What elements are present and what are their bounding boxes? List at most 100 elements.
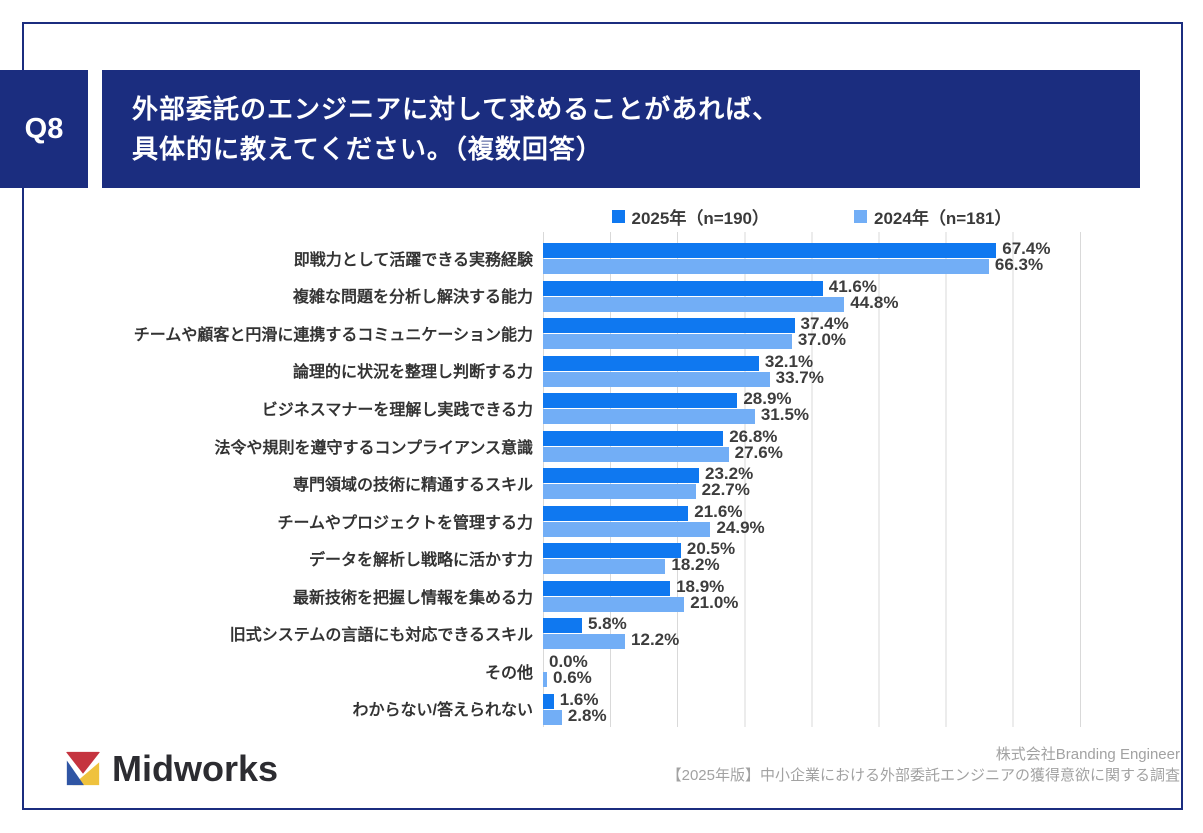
chart-row: 専門領域の技術に精通するスキル 23.2% 22.7% <box>60 464 1081 505</box>
bar-2024 <box>543 672 548 688</box>
category-label: 法令や規則を遵守するコンプライアンス意識 <box>214 439 533 457</box>
chart-row: ビジネスマナーを理解し実践できる力 28.9% 31.5% <box>60 389 1081 430</box>
chart-row: データを解析し戦略に活かす力 20.5% 18.2% <box>60 539 1081 580</box>
category-label: 複雑な問題を分析し解決する能力 <box>292 289 533 307</box>
question-title-bar: 外部委託のエンジニアに対して求めることがあれば、 具体的に教えてください。（複数… <box>102 70 1140 188</box>
chart-row: 法令や規則を遵守するコンプライアンス意識 26.8% 27.6% <box>60 426 1081 468</box>
category-label: データを解析し戦略に活かす力 <box>308 552 533 570</box>
value-label-2024: 12.2% <box>631 630 680 650</box>
question-number-badge: Q8 <box>0 70 88 188</box>
chart-row: 最新技術を把握し情報を集める力 18.9% 21.0% <box>60 576 1081 618</box>
bar-2025 <box>543 468 700 484</box>
value-label-2025: 5.8% <box>588 614 627 634</box>
bar-2024 <box>543 634 626 650</box>
value-label-2024: 2.8% <box>567 705 607 725</box>
value-label-2024: 21.0% <box>690 592 739 612</box>
bar-2024 <box>543 484 696 500</box>
bar-2025 <box>543 505 689 521</box>
value-label-2025: 28.9% <box>743 389 792 409</box>
category-label: その他 <box>484 664 533 682</box>
brand-wordmark: Midworks <box>112 748 279 789</box>
value-label-2024: 0.6% <box>553 668 592 688</box>
brand-logo: Midworks <box>64 748 278 790</box>
legend-swatch-2025-icon <box>611 209 625 223</box>
value-label-2024: 44.8% <box>850 292 899 312</box>
value-label-2025: 0.0% <box>549 652 588 672</box>
value-label-2024: 37.0% <box>797 330 847 350</box>
value-label-2025: 32.1% <box>764 351 814 371</box>
chart-row: チームやプロジェクトを管理する力 21.6% 24.9% <box>60 501 1081 543</box>
bar-2024 <box>543 446 729 462</box>
question-number: Q8 <box>24 112 64 145</box>
chart-row: 旧式システムの言語にも対応できるスキル 5.8% 12.2% <box>60 614 1081 655</box>
bar-2024 <box>543 296 845 312</box>
bars-cell: 37.4% 37.0% <box>543 314 1081 355</box>
legend-label-2024: 2024年（n=181） <box>874 208 1012 228</box>
question-title-line1: 外部委託のエンジニアに対して求めることがあれば、 <box>132 94 780 124</box>
value-label-2024: 18.2% <box>671 555 720 575</box>
bars-cell: 20.5% 18.2% <box>543 539 1081 580</box>
chart-row: 即戦力として活躍できる実務経験 67.4% 66.3% <box>60 239 1081 280</box>
bars-cell: 23.2% 22.7% <box>543 464 1081 505</box>
bars-cell: 41.6% 44.8% <box>543 276 1081 318</box>
bar-2025 <box>543 543 681 559</box>
category-label: ビジネスマナーを理解し実践できる力 <box>261 401 533 419</box>
bars-cell: 18.9% 21.0% <box>543 576 1081 618</box>
legend-label-2025: 2025年（n=190） <box>631 208 770 228</box>
value-label-2025: 20.5% <box>686 539 736 559</box>
category-label: わからない/答えられない <box>352 702 533 720</box>
value-label-2025: 67.4% <box>1002 239 1051 258</box>
bar-2025 <box>543 618 582 634</box>
category-label: 専門領域の技術に精通するスキル <box>292 477 533 495</box>
chart-row: わからない/答えられない 1.6% 2.8% <box>60 689 1081 731</box>
attribution-company: 株式会社Branding Engineer <box>995 746 1180 763</box>
bars-cell: 1.6% 2.8% <box>543 689 1081 731</box>
value-label-2024: 22.7% <box>701 480 750 500</box>
bar-chart: 即戦力として活躍できる実務経験 67.4% 66.3% 複雑な問題を分析し解決する能力… <box>60 239 1081 731</box>
legend-item-2024: 2024年（n=181） <box>854 204 1012 229</box>
bars-cell: 21.6% 24.9% <box>543 501 1081 543</box>
attribution-survey-title: 【2025年版】中小企業における外部委託エンジニアの獲得意欲に関する調査 <box>666 767 1180 784</box>
value-label-2025: 21.6% <box>694 501 743 521</box>
bars-cell: 28.9% 31.5% <box>543 389 1081 430</box>
chart-legend: 2025年（n=190） 2024年（n=181） <box>543 203 1080 229</box>
bar-2025 <box>543 318 795 334</box>
bar-2024 <box>543 559 666 575</box>
bar-2024 <box>543 259 989 274</box>
legend-item-2025: 2025年（n=190） <box>611 204 770 229</box>
category-label: 旧式システムの言語にも対応できるスキル <box>229 627 533 645</box>
bar-2024 <box>543 709 562 725</box>
chart-row: チームや顧客と円滑に連携するコミュニケーション能力 37.4% 37.0% <box>60 314 1081 355</box>
value-label-2025: 18.9% <box>676 576 725 596</box>
value-label-2024: 33.7% <box>775 367 824 387</box>
value-label-2024: 24.9% <box>716 517 765 537</box>
bar-2025 <box>543 430 724 446</box>
bar-2025 <box>543 243 997 258</box>
bars-cell: 26.8% 27.6% <box>543 426 1081 468</box>
source-attribution: 株式会社Branding Engineer 【2025年版】中小企業における外部… <box>667 744 1180 786</box>
value-label-2025: 23.2% <box>705 464 754 484</box>
category-label: 論理的に状況を整理し判断する力 <box>292 364 533 382</box>
bar-2024 <box>543 334 792 350</box>
bar-2025 <box>543 693 554 709</box>
value-label-2025: 26.8% <box>729 426 778 446</box>
bars-cell: 67.4% 66.3% <box>543 239 1081 280</box>
value-label-2024: 66.3% <box>994 255 1044 274</box>
value-label-2024: 27.6% <box>734 442 783 462</box>
legend-swatch-2024-icon <box>854 209 867 223</box>
chart-row: 論理的に状況を整理し判断する力 32.1% 33.7% <box>60 351 1081 393</box>
value-label-2025: 41.6% <box>828 276 877 296</box>
bars-cell: 5.8% 12.2% <box>543 614 1081 655</box>
bar-2025 <box>543 355 759 371</box>
chart-row: その他 0.0% 0.6% <box>60 652 1081 693</box>
question-title-line2: 具体的に教えてください。（複数回答） <box>132 134 603 164</box>
bar-2024 <box>543 521 711 537</box>
category-label: チームや顧客と円滑に連携するコミュニケーション能力 <box>133 326 533 344</box>
value-label-2024: 31.5% <box>760 405 810 425</box>
bar-2025 <box>543 580 671 596</box>
bars-cell: 0.0% 0.6% <box>543 652 1081 693</box>
bar-2024 <box>543 409 755 425</box>
bar-2025 <box>543 393 738 409</box>
value-label-2025: 1.6% <box>559 689 599 709</box>
